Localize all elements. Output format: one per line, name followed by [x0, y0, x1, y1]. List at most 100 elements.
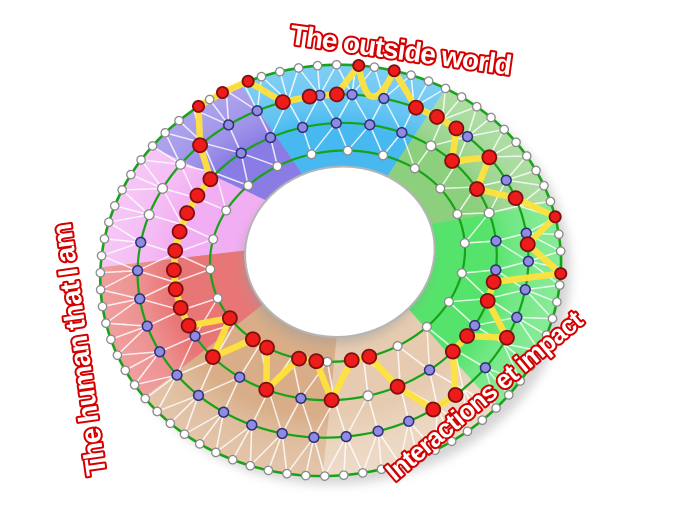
grid-node — [95, 284, 106, 295]
grid-node — [423, 364, 436, 376]
grid-node — [120, 365, 131, 376]
grid-node — [483, 207, 495, 219]
grid-node — [412, 452, 423, 463]
grid-node — [101, 318, 111, 329]
grid-node — [452, 209, 463, 220]
grid-node — [235, 147, 247, 159]
grid-node — [459, 238, 470, 249]
grid-node — [500, 174, 512, 186]
profile-node — [548, 210, 562, 224]
profile-node — [448, 120, 465, 137]
ring-3-nodes — [189, 117, 502, 404]
grid-node — [446, 436, 457, 447]
profile-node — [221, 310, 238, 327]
grid-node — [293, 63, 304, 73]
profile-node — [485, 274, 502, 290]
grid-node — [319, 471, 330, 481]
profile-node — [215, 86, 229, 100]
grid-node — [112, 350, 123, 361]
grid-node — [205, 264, 216, 275]
grid-node — [423, 76, 434, 86]
grid-node — [106, 334, 116, 345]
grid-node — [539, 180, 549, 191]
grid-node — [189, 330, 201, 342]
grid-node — [143, 209, 155, 221]
profile-node — [205, 349, 221, 365]
grid-node — [521, 151, 532, 161]
grid-node — [552, 297, 562, 307]
grid-node — [96, 250, 107, 261]
grid-node — [227, 454, 238, 465]
grid-node — [330, 117, 342, 129]
profile-node — [519, 236, 536, 253]
grid-node — [135, 236, 147, 248]
grid-node — [97, 301, 108, 312]
grid-node — [208, 234, 219, 245]
grid-node — [109, 200, 120, 211]
grid-node — [312, 60, 323, 71]
grid-node — [491, 403, 501, 413]
grid-node — [553, 229, 564, 240]
grid-node — [555, 246, 566, 256]
grid-node — [251, 105, 263, 117]
profile-node — [507, 190, 524, 207]
profile-path — [170, 62, 564, 413]
grid-node — [160, 127, 171, 138]
grid-node — [131, 265, 144, 277]
grid-node — [246, 419, 258, 431]
wheel — [95, 58, 571, 485]
profile-node — [352, 58, 366, 72]
grid-node — [511, 311, 523, 323]
grid-node — [534, 346, 545, 356]
grid-node — [300, 470, 311, 481]
profile-node — [444, 153, 460, 169]
grid-node — [469, 319, 481, 332]
grid-node — [346, 88, 358, 101]
grid-node — [479, 362, 492, 374]
grid-node — [364, 119, 376, 131]
profile-node — [361, 348, 378, 365]
profile-node — [499, 329, 515, 346]
grid-node — [409, 163, 420, 174]
grid-node — [486, 112, 496, 123]
grid-node — [275, 66, 285, 77]
grid-node — [394, 459, 405, 470]
grid-node — [308, 431, 320, 444]
grid-node — [499, 124, 509, 135]
grid-node — [210, 447, 221, 458]
profile-node — [171, 223, 188, 240]
grid-node — [357, 468, 368, 478]
grid-node — [378, 92, 390, 105]
grid-node — [403, 415, 415, 427]
grid-node — [243, 180, 254, 191]
grid-node — [212, 293, 223, 304]
grid-node — [192, 389, 205, 402]
grid-node — [256, 71, 267, 82]
grid-node — [340, 430, 352, 443]
profile-node — [167, 281, 184, 298]
profile-node — [481, 149, 498, 166]
grid-node — [547, 313, 558, 324]
profile-node — [301, 88, 318, 105]
profile-node — [259, 339, 275, 356]
profile-node — [308, 353, 325, 370]
profile-node — [192, 137, 208, 154]
grid-node — [456, 268, 467, 279]
grid-node — [264, 131, 277, 144]
grid-node — [272, 161, 283, 172]
ring-1-nodes — [95, 59, 566, 481]
grid-node — [443, 296, 454, 307]
grid-node — [140, 393, 151, 404]
grid-node — [103, 217, 114, 228]
grid-node — [331, 59, 342, 70]
grid-node — [154, 346, 166, 358]
grid-node — [462, 426, 473, 437]
grid-node — [217, 406, 230, 418]
grid-node — [392, 341, 403, 352]
grid-node — [396, 126, 408, 139]
profile-node — [554, 267, 568, 281]
profile-node — [202, 171, 219, 188]
grid-node — [519, 284, 531, 296]
profile-nodes — [165, 58, 568, 418]
profile-node — [429, 109, 445, 125]
